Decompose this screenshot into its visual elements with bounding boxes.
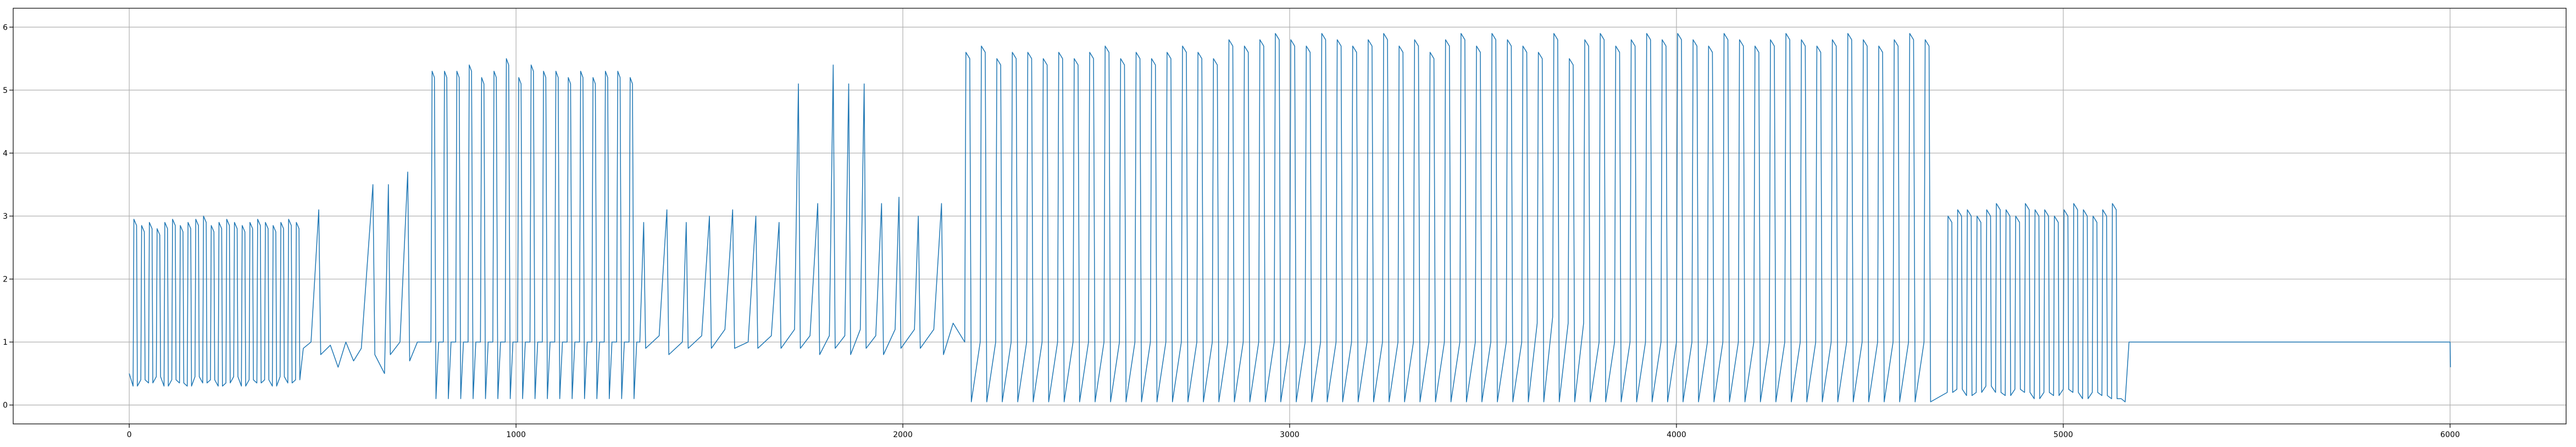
y-tick-label: 3 bbox=[3, 212, 8, 221]
x-tick-label: 0 bbox=[127, 431, 132, 439]
x-tick-label: 3000 bbox=[1280, 431, 1300, 439]
data-line bbox=[129, 33, 2451, 402]
y-tick-label: 0 bbox=[3, 401, 8, 410]
y-tick-label: 5 bbox=[3, 86, 8, 95]
x-tick-label: 2000 bbox=[893, 431, 913, 439]
plot-frame bbox=[13, 8, 2567, 424]
x-tick-label: 5000 bbox=[2053, 431, 2073, 439]
y-tick-label: 4 bbox=[3, 149, 8, 158]
x-tick-label: 1000 bbox=[506, 431, 526, 439]
y-tick-label: 6 bbox=[3, 23, 8, 32]
x-tick-label: 4000 bbox=[1667, 431, 1686, 439]
x-tick-label: 6000 bbox=[2440, 431, 2460, 439]
y-tick-label: 1 bbox=[3, 338, 8, 347]
y-tick-label: 2 bbox=[3, 275, 8, 284]
